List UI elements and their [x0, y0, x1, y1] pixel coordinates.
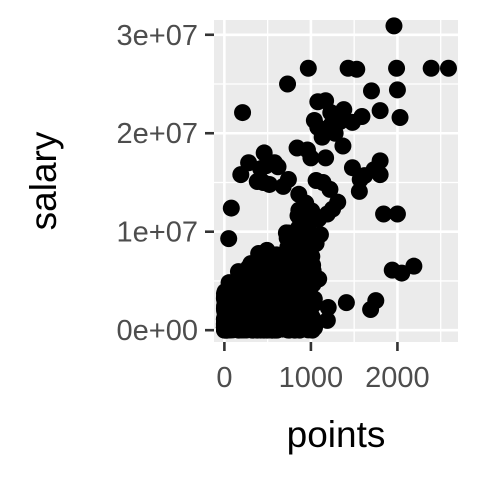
data-point	[313, 128, 331, 146]
data-point	[281, 245, 299, 263]
data-point	[365, 161, 383, 179]
data-point	[260, 175, 278, 193]
data-point	[362, 82, 380, 100]
data-point	[388, 205, 406, 223]
data-point	[230, 271, 248, 289]
data-point	[279, 75, 297, 93]
data-point	[269, 158, 287, 176]
data-point	[243, 316, 261, 334]
data-point	[278, 229, 296, 247]
x-axis-tick-labels: 0 1000 2000	[216, 362, 429, 394]
data-point	[318, 205, 336, 223]
data-point	[232, 166, 250, 184]
data-point	[391, 108, 409, 126]
data-point	[318, 311, 336, 329]
y-axis-tick-labels: 0e+00 1e+07 2e+07 3e+07	[117, 20, 198, 347]
data-point	[375, 205, 393, 223]
data-point	[283, 319, 301, 337]
data-point	[371, 102, 389, 120]
data-points	[215, 17, 457, 339]
data-point	[279, 171, 297, 189]
y-tick-label: 2e+07	[117, 118, 198, 150]
data-point	[260, 296, 278, 314]
data-point	[422, 59, 440, 77]
data-point	[277, 273, 295, 291]
data-point	[385, 17, 403, 35]
data-point	[326, 124, 344, 142]
data-point	[319, 299, 337, 317]
data-point	[343, 113, 361, 131]
axis-ticks	[205, 33, 399, 351]
data-point	[439, 59, 457, 77]
data-point	[245, 285, 263, 303]
data-point	[261, 249, 279, 267]
data-point	[220, 230, 238, 248]
data-point	[348, 60, 366, 78]
data-point	[405, 257, 423, 275]
data-point	[321, 180, 339, 198]
data-point	[261, 262, 279, 280]
data-point	[362, 301, 380, 319]
data-point	[350, 182, 368, 200]
data-point	[299, 59, 317, 77]
y-tick-label: 0e+00	[117, 315, 198, 347]
data-point	[234, 104, 252, 122]
data-point	[227, 298, 245, 316]
x-tick-label: 1000	[279, 362, 344, 394]
x-tick-label: 0	[216, 362, 232, 394]
data-point	[215, 318, 233, 336]
x-axis-title: points	[287, 414, 386, 455]
y-tick-label: 3e+07	[117, 20, 198, 52]
data-point	[388, 59, 406, 77]
x-tick-label: 2000	[365, 362, 430, 394]
data-point	[388, 81, 406, 99]
data-point	[222, 199, 240, 217]
data-point	[337, 294, 355, 312]
y-tick-label: 1e+07	[117, 217, 198, 249]
data-point	[334, 137, 352, 155]
y-axis-title: salary	[23, 131, 64, 230]
data-point	[303, 269, 321, 287]
data-point	[317, 149, 335, 167]
data-point	[302, 149, 320, 167]
data-point	[269, 321, 287, 339]
data-point	[303, 314, 321, 332]
data-point	[296, 250, 314, 268]
data-point	[301, 286, 319, 304]
data-point	[301, 213, 319, 231]
